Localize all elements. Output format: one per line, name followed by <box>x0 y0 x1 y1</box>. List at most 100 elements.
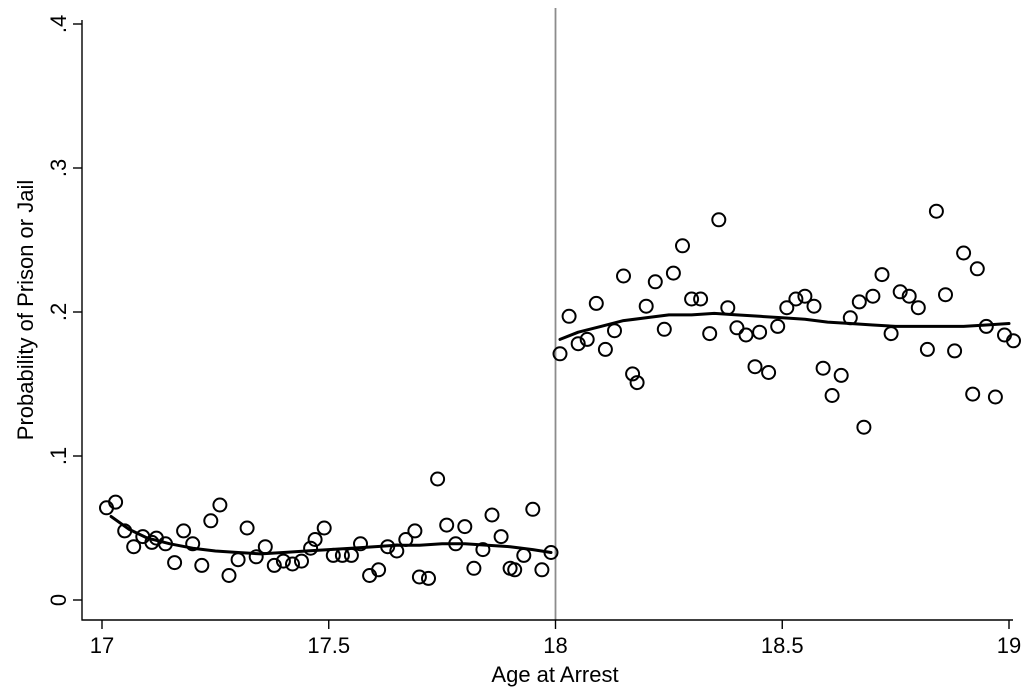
scatter-point-81 <box>806 298 822 314</box>
scatter-point-44 <box>484 507 500 523</box>
scatter-point-58 <box>607 323 622 339</box>
scatter-point-87 <box>856 419 872 435</box>
y-axis-title: Probability of Prison or Jail <box>13 180 38 440</box>
x-tick-label-0: 17 <box>90 633 114 658</box>
scatter-point-17 <box>248 549 264 565</box>
scatter-point-65 <box>665 265 681 281</box>
scatter-point-47 <box>507 562 523 578</box>
scatter-point-20 <box>275 553 291 569</box>
scatter-point-8 <box>167 555 183 571</box>
scatter-point-12 <box>203 513 219 529</box>
scatter-point-62 <box>638 298 654 314</box>
scatter-point-74 <box>747 359 763 375</box>
scatter-point-89 <box>874 267 890 283</box>
x-tick-label-1: 17.5 <box>307 633 350 658</box>
scatter-point-13 <box>212 497 228 513</box>
scatter-point-60 <box>625 366 641 382</box>
scatter-point-90 <box>883 326 899 342</box>
scatter-point-91 <box>892 284 908 300</box>
scatter-point-43 <box>475 542 491 558</box>
scatter-point-15 <box>230 552 246 568</box>
scatter-point-59 <box>616 268 631 284</box>
scatter-point-19 <box>266 557 282 573</box>
scatter-point-55 <box>579 331 595 347</box>
scatter-point-14 <box>221 568 237 583</box>
scatter-point-24 <box>307 532 323 547</box>
scatter-point-64 <box>656 321 672 337</box>
scatter-point-25 <box>316 520 332 536</box>
scatter-point-82 <box>815 360 831 376</box>
axes: 17 17.5 18 18.5 19 0 .1 .2 .3 .4 <box>46 15 1021 658</box>
scatter-point-1 <box>108 494 124 510</box>
scatter-point-78 <box>779 300 795 316</box>
scatter-point-84 <box>833 367 849 383</box>
scatter-point-10 <box>185 536 201 552</box>
scatter-point-67 <box>684 291 700 307</box>
scatter-point-63 <box>647 274 663 290</box>
scatter-point-36 <box>411 569 427 585</box>
scatter-point-18 <box>257 539 273 555</box>
scatter-point-100 <box>969 261 985 277</box>
scatter-point-16 <box>239 520 255 536</box>
scatter-point-41 <box>457 519 473 535</box>
scatter-point-104 <box>1006 333 1021 349</box>
x-axis-title: Age at Arrest <box>491 662 618 687</box>
scatter-point-76 <box>761 365 777 380</box>
scatter-point-95 <box>928 203 944 219</box>
x-tick-label-2: 18 <box>543 633 567 658</box>
scatter-point-66 <box>675 238 690 254</box>
scatter-point-77 <box>770 318 786 334</box>
scatter-point-102 <box>987 389 1003 405</box>
y-tick-label-3: .3 <box>46 159 71 177</box>
scatter-point-72 <box>729 320 745 336</box>
fit-line-right <box>558 311 1011 341</box>
scatter-point-23 <box>303 540 319 556</box>
scatter-point-45 <box>493 529 509 545</box>
scatter-point-93 <box>910 300 926 316</box>
scatter-point-86 <box>851 294 867 310</box>
scatter-point-57 <box>597 341 613 357</box>
scatter-point-52 <box>552 346 568 362</box>
x-tick-label-4: 19 <box>997 633 1021 658</box>
scatter-point-70 <box>711 212 727 228</box>
scatter-point-38 <box>430 471 446 487</box>
y-tick-label-1: .1 <box>46 447 71 465</box>
scatter-point-73 <box>738 327 754 343</box>
scatter-point-83 <box>824 388 840 403</box>
scatter-point-80 <box>797 288 813 304</box>
y-tick-label-2: .2 <box>46 303 71 321</box>
scatter-point-97 <box>947 343 963 359</box>
x-tick-label-3: 18.5 <box>761 633 804 658</box>
scatter-point-37 <box>421 570 436 586</box>
scatter-point-94 <box>919 341 935 357</box>
scatter-point-29 <box>353 536 368 552</box>
scatter-point-98 <box>956 245 972 261</box>
scatter-point-3 <box>126 539 142 555</box>
scatter-point-53 <box>561 308 577 324</box>
scatter-point-9 <box>176 523 192 539</box>
scatter-point-92 <box>901 288 917 304</box>
scatter-point-48 <box>516 547 532 563</box>
y-tick-label-0: 0 <box>46 594 71 606</box>
scatter-point-11 <box>194 557 210 573</box>
scatter-point-28 <box>343 547 359 563</box>
scatter-point-69 <box>702 326 718 342</box>
scatter-point-21 <box>285 556 300 572</box>
scatter-point-61 <box>629 375 645 391</box>
scatter-point-31 <box>371 562 387 578</box>
scatter-point-54 <box>570 336 586 352</box>
scatter-point-42 <box>466 560 482 576</box>
scatter-point-39 <box>439 517 455 533</box>
scatter-point-68 <box>693 291 709 307</box>
fit-line-left <box>109 515 553 556</box>
scatter-point-96 <box>938 287 953 303</box>
scatter-point-56 <box>588 295 604 311</box>
y-tick-label-4: .4 <box>46 15 71 33</box>
scatter-point-71 <box>720 300 736 316</box>
plot-area <box>99 8 1021 620</box>
scatter-point-35 <box>407 523 423 539</box>
scatter-point-49 <box>525 501 541 517</box>
scatter-point-50 <box>534 562 550 578</box>
scatter-point-22 <box>294 553 309 569</box>
